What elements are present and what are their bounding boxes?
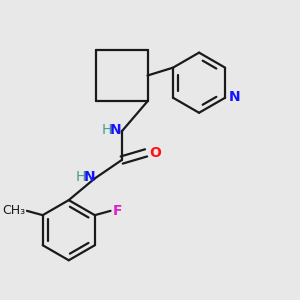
Text: O: O (149, 146, 161, 160)
Text: N: N (110, 123, 121, 137)
Text: H: H (102, 123, 112, 137)
Text: N: N (229, 90, 241, 104)
Text: N: N (84, 170, 95, 184)
Text: F: F (113, 204, 122, 218)
Text: CH₃: CH₃ (2, 204, 26, 218)
Text: H: H (76, 170, 86, 184)
